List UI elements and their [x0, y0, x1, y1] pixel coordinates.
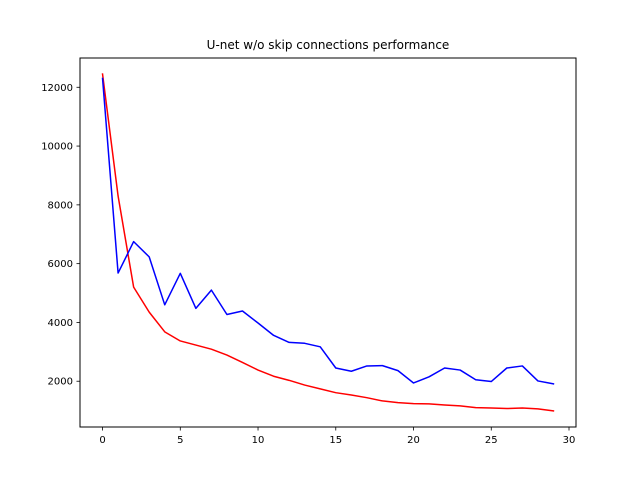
x-axis: 0 5 10 15 20 25 30 — [99, 427, 575, 446]
plot-frame — [79, 57, 577, 428]
y-tick-label: 4000 — [48, 318, 73, 329]
x-tick-label: 30 — [563, 435, 576, 446]
chart-title: U-net w/o skip connections performance — [207, 38, 450, 52]
series-layer — [101, 73, 555, 412]
series-line-1 — [101, 73, 555, 412]
y-tick-label: 12000 — [41, 83, 73, 94]
x-tick-label: 10 — [252, 435, 265, 446]
x-tick-label: 25 — [485, 435, 498, 446]
y-tick-label: 10000 — [41, 142, 73, 153]
x-tick-label: 5 — [177, 435, 183, 446]
y-tick-label: 8000 — [48, 200, 73, 211]
y-axis: 2000 4000 6000 8000 10000 12000 — [41, 83, 80, 388]
y-tick-label: 6000 — [48, 259, 73, 270]
x-tick-label: 20 — [407, 435, 420, 446]
series-line-2 — [101, 77, 555, 385]
x-tick-label: 0 — [99, 435, 105, 446]
x-tick-label: 15 — [329, 435, 342, 446]
y-tick-label: 2000 — [48, 377, 73, 388]
